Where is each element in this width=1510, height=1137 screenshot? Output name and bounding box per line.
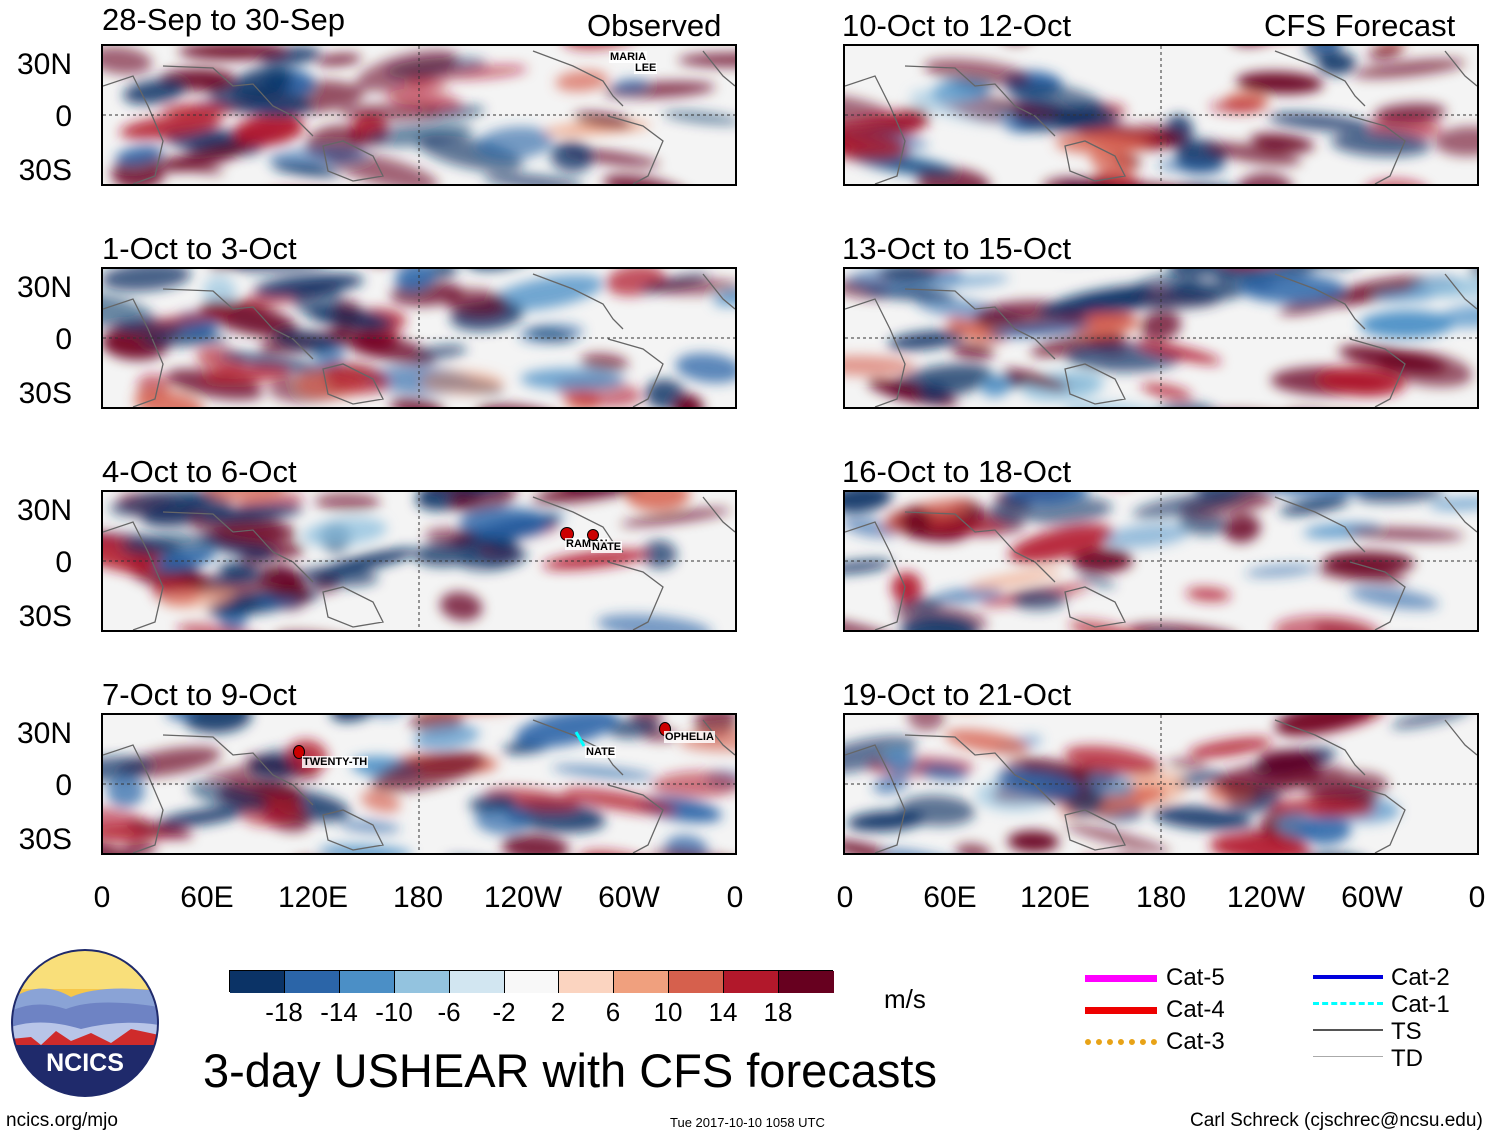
ncics-logo: NCICS <box>11 949 159 1097</box>
panel-title-obs-4: 7-Oct to 9-Oct <box>102 677 297 712</box>
observed-header: Observed <box>587 8 722 43</box>
hurricane-icon <box>293 745 305 759</box>
lat-label-30s: 30S <box>18 154 72 187</box>
colorbar-swatch <box>449 971 505 993</box>
colorbar-swatch <box>669 971 725 993</box>
lon-label: 0 <box>836 881 854 914</box>
colorbar-tick-label: -14 <box>320 997 358 1027</box>
lon-label: 120E <box>277 881 349 914</box>
lon-label: 60W <box>1341 881 1403 914</box>
legend-label-cat2: Cat-2 <box>1391 964 1450 991</box>
legend-label-td: TD <box>1391 1045 1423 1072</box>
colorbar-swatch <box>779 971 834 993</box>
lat-label-30n: 30N <box>16 494 72 527</box>
lon-label: 120W <box>483 881 563 914</box>
legend-swatch-cat4 <box>1085 1007 1157 1014</box>
lat-label-eq: 0 <box>55 323 72 356</box>
colorbar-swatch <box>230 971 285 993</box>
storm-label-maria: MARIA <box>609 51 648 63</box>
map-panel-fc-3 <box>843 490 1479 632</box>
lat-label-30n: 30N <box>16 48 72 81</box>
panel-title-fc-2: 13-Oct to 15-Oct <box>842 231 1072 266</box>
footer-credit: Carl Schreck (cjschrec@ncsu.edu) <box>1190 1110 1483 1131</box>
storm-track-cat1 <box>574 731 586 747</box>
map-panel-fc-2 <box>843 267 1479 409</box>
lon-label: 120E <box>1019 881 1091 914</box>
footer-url[interactable]: ncics.org/mjo <box>6 1110 118 1131</box>
lat-label-30n: 30N <box>16 717 72 750</box>
panel-title-obs-2: 1-Oct to 3-Oct <box>102 231 297 266</box>
legend-swatch-td <box>1313 1056 1383 1057</box>
colorbar-tick-label: -6 <box>437 997 461 1027</box>
lon-label: 60W <box>598 881 660 914</box>
panel-title-obs-3: 4-Oct to 6-Oct <box>102 454 297 489</box>
legend-swatch-cat5 <box>1085 975 1157 982</box>
colorbar-tick-label: -2 <box>492 997 516 1027</box>
lat-label-eq: 0 <box>55 546 72 579</box>
storm-label-lee: LEE <box>634 62 658 74</box>
logo-text: NCICS <box>46 1049 124 1077</box>
legend-label-cat5: Cat-5 <box>1166 964 1225 991</box>
map-panel-obs-3 <box>101 490 737 632</box>
map-panel-obs-2 <box>101 267 737 409</box>
lon-label: 120W <box>1226 881 1306 914</box>
legend-swatch-cat3 <box>1085 1039 1157 1045</box>
map-panel-fc-1 <box>843 44 1479 186</box>
map-panel-obs-4 <box>101 713 737 855</box>
panel-title-fc-3: 16-Oct to 18-Oct <box>842 454 1072 489</box>
storm-label-nate-1: NATE <box>591 541 623 553</box>
legend-label-cat3: Cat-3 <box>1166 1028 1225 1055</box>
colorbar-tick-label: -10 <box>375 997 413 1027</box>
main-title: 3-day USHEAR with CFS forecasts <box>203 1044 937 1097</box>
storm-label-ophelia: OPHELIA <box>664 731 715 743</box>
panel-title-fc-4: 19-Oct to 21-Oct <box>842 677 1072 712</box>
legend-label-cat1: Cat-1 <box>1391 991 1450 1018</box>
panel-title-obs-1: 28-Sep to 30-Sep <box>102 2 346 37</box>
colorbar-tick-label: -18 <box>265 997 303 1027</box>
colorbar-tick-label: 14 <box>708 997 738 1027</box>
colorbar-tick-label: 18 <box>763 997 793 1027</box>
lon-label: 60E <box>180 881 234 914</box>
colorbar-swatch <box>504 971 560 993</box>
legend-swatch-ts <box>1313 1029 1383 1031</box>
colorbar-swatch <box>614 971 670 993</box>
colorbar-swatch <box>394 971 450 993</box>
legend-label-cat4: Cat-4 <box>1166 996 1225 1023</box>
lat-label-30s: 30S <box>18 600 72 633</box>
footer-timestamp: Tue 2017-10-10 1058 UTC <box>670 1115 825 1130</box>
lon-label: 0 <box>93 881 111 914</box>
colorbar <box>229 970 834 993</box>
lat-label-30s: 30S <box>18 823 72 856</box>
legend-swatch-cat1 <box>1313 1002 1383 1005</box>
lon-label: 0 <box>1468 881 1486 914</box>
storm-label-nate-2: NATE <box>585 746 617 758</box>
hurricane-icon <box>587 529 599 541</box>
panel-title-fc-1: 10-Oct to 12-Oct <box>842 8 1072 43</box>
lat-label-eq: 0 <box>55 100 72 133</box>
colorbar-swatch <box>724 971 780 993</box>
lon-label: 180 <box>1135 881 1187 914</box>
forecast-header: CFS Forecast <box>1264 8 1456 43</box>
colorbar-swatch <box>559 971 615 993</box>
map-panel-obs-1 <box>101 44 737 186</box>
colorbar-swatch <box>284 971 340 993</box>
lat-label-30n: 30N <box>16 271 72 304</box>
colorbar-units: m/s <box>884 984 926 1014</box>
lon-label: 60E <box>923 881 977 914</box>
colorbar-tick-label: 6 <box>605 997 621 1027</box>
lon-label: 0 <box>726 881 744 914</box>
legend-swatch-cat2 <box>1313 975 1383 979</box>
colorbar-tick-label: 2 <box>550 997 566 1027</box>
map-panel-fc-4 <box>843 713 1479 855</box>
colorbar-swatch <box>339 971 395 993</box>
storm-label-twenty: TWENTY-TH <box>302 756 369 768</box>
lon-label: 180 <box>392 881 444 914</box>
lat-label-eq: 0 <box>55 769 72 802</box>
legend-label-ts: TS <box>1391 1018 1422 1045</box>
lat-label-30s: 30S <box>18 377 72 410</box>
colorbar-tick-label: 10 <box>653 997 683 1027</box>
